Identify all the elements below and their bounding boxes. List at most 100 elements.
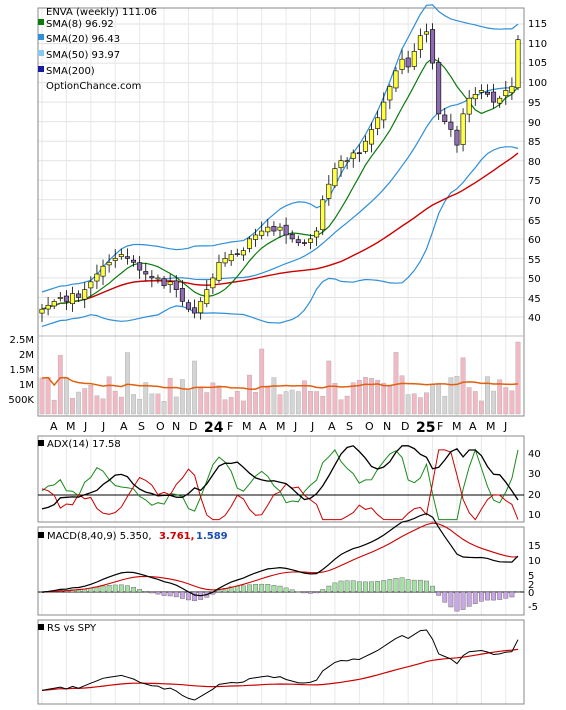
volume-bar bbox=[369, 378, 374, 415]
volume-bar bbox=[350, 382, 356, 415]
bollinger-lower bbox=[41, 146, 519, 327]
macd-histogram-bar bbox=[143, 591, 149, 593]
candle-body bbox=[314, 230, 320, 238]
adx-legend-swatch bbox=[38, 440, 44, 446]
volume-bar bbox=[442, 395, 448, 415]
volume-bar bbox=[222, 399, 228, 415]
candle-body bbox=[320, 199, 326, 231]
volume-bar bbox=[375, 379, 381, 415]
volume-bar bbox=[393, 352, 399, 415]
candle-body bbox=[265, 226, 271, 233]
x-tick-21: 25 bbox=[416, 420, 435, 436]
candle-body bbox=[216, 262, 222, 281]
volume-bar bbox=[253, 392, 258, 415]
volume-bar bbox=[228, 397, 234, 415]
macd-histogram-bar bbox=[302, 591, 307, 594]
volume-bar bbox=[430, 384, 435, 415]
volume-bar bbox=[259, 348, 265, 415]
volume-bar bbox=[289, 389, 295, 415]
candle-body bbox=[100, 265, 106, 277]
candle-body bbox=[173, 280, 179, 290]
volume-bar bbox=[417, 397, 423, 415]
volume-tick-1M: 1M bbox=[19, 380, 34, 391]
price-tick-110: 110 bbox=[528, 39, 547, 50]
candle-body bbox=[393, 70, 399, 89]
macd-histogram-bar bbox=[399, 577, 405, 593]
volume-bar bbox=[436, 383, 442, 415]
grid-lines bbox=[38, 8, 524, 704]
candle-body bbox=[222, 258, 228, 264]
candle-body bbox=[124, 256, 130, 259]
candle-body bbox=[362, 140, 368, 152]
volume-bar bbox=[118, 396, 124, 415]
macd-histogram-bar bbox=[149, 591, 155, 594]
candle-body bbox=[503, 90, 509, 97]
macd-histogram-bar bbox=[393, 578, 399, 593]
volume-bar bbox=[491, 390, 496, 415]
macd-histogram-bar bbox=[478, 591, 484, 602]
candle-body bbox=[167, 281, 173, 285]
volume-bar bbox=[198, 386, 204, 415]
x-tick-22: F bbox=[437, 420, 443, 433]
macd-histogram-bar bbox=[448, 591, 454, 608]
watermark: OptionChance.com bbox=[46, 81, 141, 92]
legend-swatch-sma200 bbox=[38, 66, 44, 72]
macd-histogram-bar bbox=[485, 591, 490, 601]
volume-bar bbox=[125, 352, 130, 415]
macd-histogram-bar bbox=[253, 584, 258, 593]
x-tick-14: J bbox=[293, 420, 297, 433]
candle-body bbox=[350, 152, 356, 159]
candle-body bbox=[381, 101, 387, 121]
x-tick-18: O bbox=[365, 420, 374, 433]
volume-bar bbox=[143, 382, 149, 415]
adx-line bbox=[41, 445, 519, 510]
x-tick-17: S bbox=[346, 420, 353, 433]
time-axis: A M J J A S O N D 24 F M A M J J A S O N… bbox=[50, 420, 507, 436]
chart-title: ENVA (weekly) 111.06 bbox=[46, 7, 157, 18]
price-tick-105: 105 bbox=[528, 58, 547, 69]
macd-histogram-bar bbox=[125, 585, 130, 593]
macd-histogram-bar bbox=[338, 580, 344, 593]
macd-histogram-bar bbox=[350, 580, 356, 593]
volume-bar bbox=[277, 394, 283, 415]
candle-body bbox=[246, 238, 252, 249]
macd-histogram-bar bbox=[247, 584, 252, 593]
volume-bar bbox=[137, 399, 143, 415]
legend-sma8: SMA(8) 96.92 bbox=[46, 19, 114, 30]
macd-histogram-bar bbox=[387, 579, 393, 593]
candle-body bbox=[399, 58, 405, 70]
price-axis: 115 110 105 100 95 90 85 80 75 70 65 60 … bbox=[528, 19, 547, 324]
volume-bar bbox=[76, 391, 82, 415]
macd-histogram-bar bbox=[131, 586, 136, 593]
volume-bar bbox=[173, 396, 179, 415]
candle-body bbox=[234, 253, 240, 256]
macd-histogram-bar bbox=[283, 587, 289, 593]
x-tick-6: O bbox=[156, 420, 165, 433]
adx-panel-frame bbox=[37, 435, 525, 523]
x-tick-24: A bbox=[469, 420, 477, 433]
macd-histogram-bar bbox=[491, 591, 496, 601]
macd-histogram-bar bbox=[289, 589, 295, 593]
legend-swatch-sma50 bbox=[38, 50, 44, 56]
volume-bar bbox=[234, 390, 240, 415]
candle-body bbox=[185, 302, 191, 310]
candle-body bbox=[430, 29, 436, 64]
volume-bar bbox=[51, 399, 57, 415]
volume-bar bbox=[94, 395, 100, 415]
legend-sma50: SMA(50) 93.97 bbox=[46, 50, 120, 61]
x-tick-13: M bbox=[276, 420, 286, 433]
price-tick-65: 65 bbox=[528, 216, 541, 227]
macd-histogram-bar bbox=[112, 584, 118, 593]
volume-bar bbox=[509, 390, 515, 415]
volume-bar bbox=[448, 377, 454, 415]
candle-body bbox=[332, 168, 338, 187]
volume-bar bbox=[210, 382, 216, 415]
macd-histogram-bar bbox=[497, 591, 503, 600]
candle-body bbox=[51, 301, 57, 307]
volume-axis: 2.5M 2M 1.5M 1M 500K bbox=[8, 335, 34, 406]
price-tick-70: 70 bbox=[528, 196, 541, 207]
macd-histogram-bar bbox=[94, 586, 100, 593]
candle-body bbox=[338, 160, 344, 169]
volume-bar bbox=[314, 391, 320, 415]
